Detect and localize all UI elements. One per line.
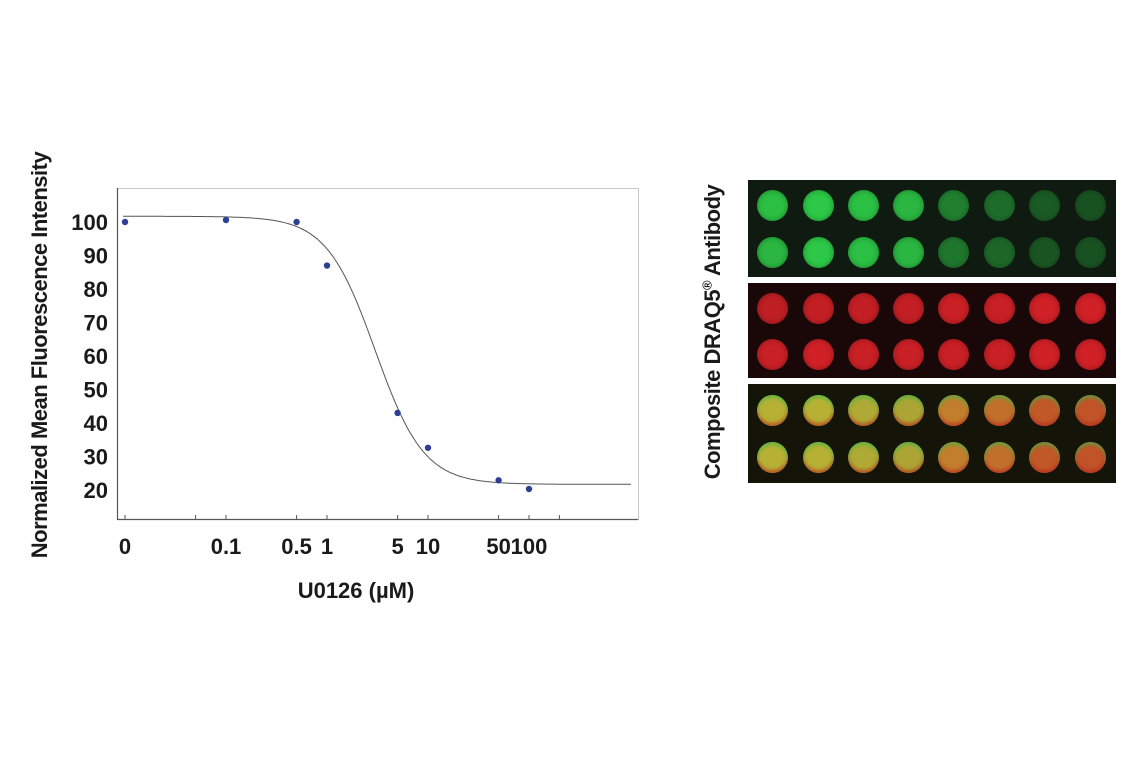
x-axis-label: U0126 (µM): [297, 578, 415, 603]
well: [892, 189, 924, 221]
well: [802, 338, 834, 370]
well: [1028, 189, 1060, 221]
x-tick-label: 0.1: [211, 534, 242, 559]
well: [937, 236, 969, 268]
well: [892, 236, 924, 268]
data-point: [525, 485, 533, 493]
data-point: [323, 262, 331, 269]
well: [802, 441, 834, 473]
well: [1074, 338, 1106, 370]
y-tick-label: 50: [84, 378, 108, 403]
x-tick-label: 100: [511, 534, 548, 559]
x-tick-label: 1: [321, 534, 333, 559]
x-tick-label: 0: [119, 534, 131, 559]
well: [756, 441, 788, 473]
well: [1028, 394, 1060, 426]
well: [756, 394, 788, 426]
data-point: [293, 218, 300, 226]
well: [983, 394, 1015, 426]
well: [892, 292, 924, 324]
label-draq5: DRAQ5®: [699, 280, 726, 365]
composite-image-panel: [748, 384, 1116, 483]
well: [983, 338, 1015, 370]
well: [756, 189, 788, 221]
well: [983, 236, 1015, 268]
data-point: [222, 216, 230, 224]
well: [1074, 189, 1106, 221]
well: [847, 292, 879, 324]
data-point: [424, 444, 432, 451]
y-tick-label: 80: [84, 277, 108, 302]
y-tick-label: 70: [84, 311, 108, 336]
well: [937, 441, 969, 473]
data-point: [495, 477, 502, 484]
well: [847, 441, 879, 473]
well: [983, 441, 1015, 473]
well: [1028, 338, 1060, 370]
well: [847, 236, 879, 268]
data-point: [394, 409, 401, 417]
well: [1074, 236, 1106, 268]
label-antibody: Antibody: [700, 184, 726, 277]
well: [1074, 394, 1106, 426]
antibody-image-panel: [748, 180, 1116, 277]
well: [802, 292, 834, 324]
plot-frame: [117, 188, 639, 520]
well: [892, 394, 924, 426]
y-tick-label: 40: [84, 411, 108, 436]
draq5-image-panel: [748, 283, 1116, 378]
label-composite: Composite: [700, 370, 726, 480]
well: [756, 292, 788, 324]
well: [892, 338, 924, 370]
y-tick-label: 90: [84, 244, 108, 269]
data-point: [121, 218, 129, 226]
well: [983, 189, 1015, 221]
y-tick-label: 30: [84, 445, 108, 470]
y-axis-label: Normalized Mean Fluorescence Intensity: [27, 151, 52, 559]
well: [1028, 236, 1060, 268]
y-tick-label: 60: [84, 344, 108, 369]
x-tick-label: 10: [416, 534, 440, 559]
well: [802, 236, 834, 268]
well: [1028, 441, 1060, 473]
well: [756, 236, 788, 268]
well: [983, 292, 1015, 324]
x-tick-label: 50: [486, 534, 510, 559]
image-row-labels: Composite DRAQ5® Antibody: [700, 185, 726, 480]
y-tick-label: 100: [71, 210, 108, 235]
y-tick-label: 20: [84, 478, 108, 503]
well: [1028, 292, 1060, 324]
well: [847, 338, 879, 370]
well: [937, 394, 969, 426]
well: [937, 338, 969, 370]
well: [1074, 292, 1106, 324]
well: [937, 292, 969, 324]
well: [892, 441, 924, 473]
x-tick-label: 5: [391, 534, 403, 559]
x-tick-label: 0.5: [281, 534, 312, 559]
fit-curve: [123, 215, 631, 485]
well: [847, 189, 879, 221]
well: [802, 189, 834, 221]
well: [1074, 441, 1106, 473]
well: [847, 394, 879, 426]
well: [802, 394, 834, 426]
well: [937, 189, 969, 221]
well: [756, 338, 788, 370]
